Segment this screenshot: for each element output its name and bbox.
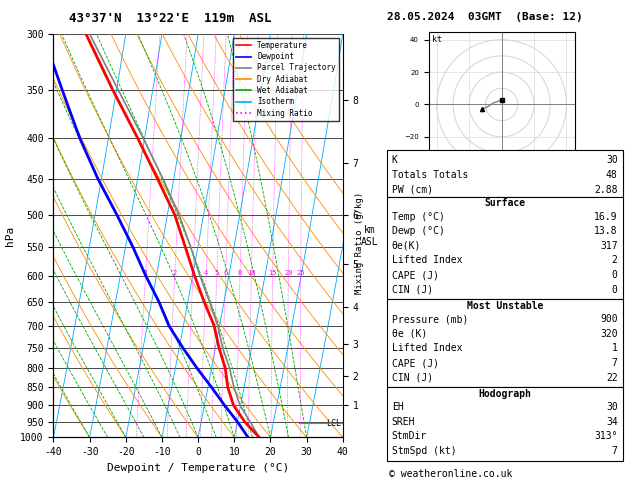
- Text: 0: 0: [612, 285, 618, 295]
- Text: 317: 317: [600, 241, 618, 251]
- Text: 30: 30: [606, 402, 618, 412]
- Text: Lifted Index: Lifted Index: [392, 344, 462, 353]
- Text: EH: EH: [392, 402, 404, 412]
- Text: 5: 5: [214, 270, 219, 276]
- Text: 2: 2: [612, 256, 618, 265]
- Text: PW (cm): PW (cm): [392, 185, 433, 194]
- Text: LCL: LCL: [326, 419, 341, 428]
- Text: 3: 3: [191, 270, 195, 276]
- Y-axis label: hPa: hPa: [4, 226, 14, 246]
- Text: SREH: SREH: [392, 417, 415, 427]
- Text: Pressure (mb): Pressure (mb): [392, 314, 468, 324]
- Text: CAPE (J): CAPE (J): [392, 270, 439, 280]
- Text: 16.9: 16.9: [594, 212, 618, 222]
- Text: 2: 2: [172, 270, 177, 276]
- Text: Totals Totals: Totals Totals: [392, 170, 468, 180]
- Text: 900: 900: [600, 314, 618, 324]
- X-axis label: Dewpoint / Temperature (°C): Dewpoint / Temperature (°C): [107, 463, 289, 473]
- Text: 320: 320: [600, 329, 618, 339]
- Text: 34: 34: [606, 417, 618, 427]
- Text: 15: 15: [269, 270, 277, 276]
- Text: 13.8: 13.8: [594, 226, 618, 236]
- Text: CIN (J): CIN (J): [392, 373, 433, 382]
- Text: 7: 7: [612, 446, 618, 456]
- Text: 6: 6: [223, 270, 228, 276]
- Text: 4: 4: [204, 270, 208, 276]
- Text: 28.05.2024  03GMT  (Base: 12): 28.05.2024 03GMT (Base: 12): [387, 12, 582, 22]
- Text: 0: 0: [612, 270, 618, 280]
- Text: 30: 30: [606, 156, 618, 165]
- Text: θe (K): θe (K): [392, 329, 427, 339]
- Text: K: K: [392, 156, 398, 165]
- Text: kt: kt: [432, 35, 442, 44]
- Text: 313°: 313°: [594, 432, 618, 441]
- Text: Lifted Index: Lifted Index: [392, 256, 462, 265]
- Text: Dewp (°C): Dewp (°C): [392, 226, 445, 236]
- Text: Temp (°C): Temp (°C): [392, 212, 445, 222]
- Text: 8: 8: [238, 270, 242, 276]
- Text: 25: 25: [296, 270, 305, 276]
- Text: 20: 20: [284, 270, 292, 276]
- Y-axis label: km
ASL: km ASL: [360, 225, 378, 246]
- Text: CIN (J): CIN (J): [392, 285, 433, 295]
- Text: StmDir: StmDir: [392, 432, 427, 441]
- Legend: Temperature, Dewpoint, Parcel Trajectory, Dry Adiabat, Wet Adiabat, Isotherm, Mi: Temperature, Dewpoint, Parcel Trajectory…: [233, 38, 339, 121]
- Text: Mixing Ratio (g/kg): Mixing Ratio (g/kg): [355, 192, 364, 294]
- Text: Most Unstable: Most Unstable: [467, 301, 543, 311]
- Text: © weatheronline.co.uk: © weatheronline.co.uk: [389, 469, 512, 479]
- Text: 43°37'N  13°22'E  119m  ASL: 43°37'N 13°22'E 119m ASL: [69, 12, 271, 25]
- Text: 7: 7: [612, 358, 618, 368]
- Text: 1: 1: [612, 344, 618, 353]
- Text: 10: 10: [247, 270, 255, 276]
- Text: Hodograph: Hodograph: [478, 389, 532, 399]
- Text: 22: 22: [606, 373, 618, 382]
- Text: 1: 1: [143, 270, 148, 276]
- Text: 2.88: 2.88: [594, 185, 618, 194]
- Text: CAPE (J): CAPE (J): [392, 358, 439, 368]
- Text: θe(K): θe(K): [392, 241, 421, 251]
- Text: Surface: Surface: [484, 198, 525, 208]
- Text: StmSpd (kt): StmSpd (kt): [392, 446, 457, 456]
- Text: 48: 48: [606, 170, 618, 180]
